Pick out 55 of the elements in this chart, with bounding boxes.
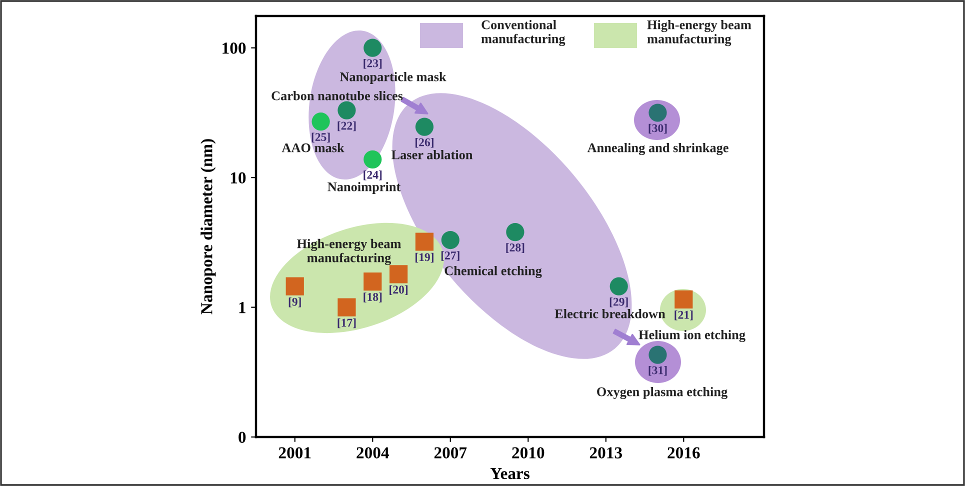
annotation: [29] bbox=[610, 297, 628, 308]
x-tick-label: 2007 bbox=[434, 447, 467, 458]
point bbox=[674, 290, 693, 308]
annotation: [22] bbox=[338, 121, 356, 132]
point bbox=[389, 265, 408, 284]
annotation: Electric breakdown bbox=[554, 309, 666, 318]
x-tick-label: 2016 bbox=[668, 447, 700, 458]
annotation: [18] bbox=[364, 292, 382, 302]
y-axis-title: Nanopore diameter (nm) bbox=[200, 139, 216, 314]
annotation: Annealing and shrinkage bbox=[587, 142, 728, 156]
point bbox=[364, 150, 382, 168]
annotation: [31] bbox=[648, 366, 667, 376]
annotation: [30] bbox=[648, 124, 667, 134]
annotation: [26] bbox=[416, 138, 434, 148]
y-tick-label: 10 bbox=[230, 172, 246, 184]
annotation: Helium ion etching bbox=[638, 330, 746, 342]
annotation: Conventional manufacturing bbox=[481, 20, 566, 46]
annotation: [28] bbox=[506, 243, 524, 253]
point bbox=[415, 118, 434, 136]
annotation: [27] bbox=[441, 251, 460, 261]
y-tick-label: 100 bbox=[222, 42, 246, 54]
point bbox=[312, 112, 330, 131]
point bbox=[364, 38, 382, 57]
annotation: [9] bbox=[288, 297, 301, 308]
x-tick-label: 2004 bbox=[356, 447, 389, 458]
point bbox=[286, 277, 304, 296]
annotation: AAO mask bbox=[282, 143, 344, 152]
point bbox=[364, 272, 382, 291]
annotation: [21] bbox=[674, 310, 693, 320]
point bbox=[338, 101, 356, 120]
annotation: Oxygen plasma etching bbox=[597, 386, 728, 400]
point bbox=[441, 230, 460, 250]
point bbox=[610, 277, 628, 296]
point bbox=[506, 223, 524, 242]
x-tick-label: 2001 bbox=[278, 447, 311, 458]
annotation: [19] bbox=[416, 252, 434, 263]
annotation: [17] bbox=[338, 318, 356, 328]
x-axis-title: Years bbox=[490, 468, 530, 480]
annotation: Nanoimprint bbox=[328, 182, 401, 194]
annotation: [20] bbox=[390, 285, 408, 296]
point bbox=[338, 298, 356, 316]
annotation: [23] bbox=[364, 58, 382, 69]
annotation: Carbon nanotube slices bbox=[272, 91, 403, 100]
point bbox=[415, 232, 434, 251]
annotation: [25] bbox=[312, 132, 330, 142]
x-tick-label: 2010 bbox=[512, 447, 544, 458]
annotation: Nanoparticle mask bbox=[340, 72, 446, 84]
y-tick-label: 0 bbox=[238, 432, 246, 443]
annotation: High-energy beam manufacturing bbox=[297, 238, 401, 266]
annotation: Chemical etching bbox=[444, 266, 542, 278]
annotation: Laser ablation bbox=[391, 150, 473, 160]
annotation: [24] bbox=[364, 170, 382, 180]
x-tick-label: 2013 bbox=[590, 447, 622, 458]
annotation: High-energy beam manufacturing bbox=[647, 20, 752, 46]
y-tick-label: 1 bbox=[239, 302, 246, 314]
